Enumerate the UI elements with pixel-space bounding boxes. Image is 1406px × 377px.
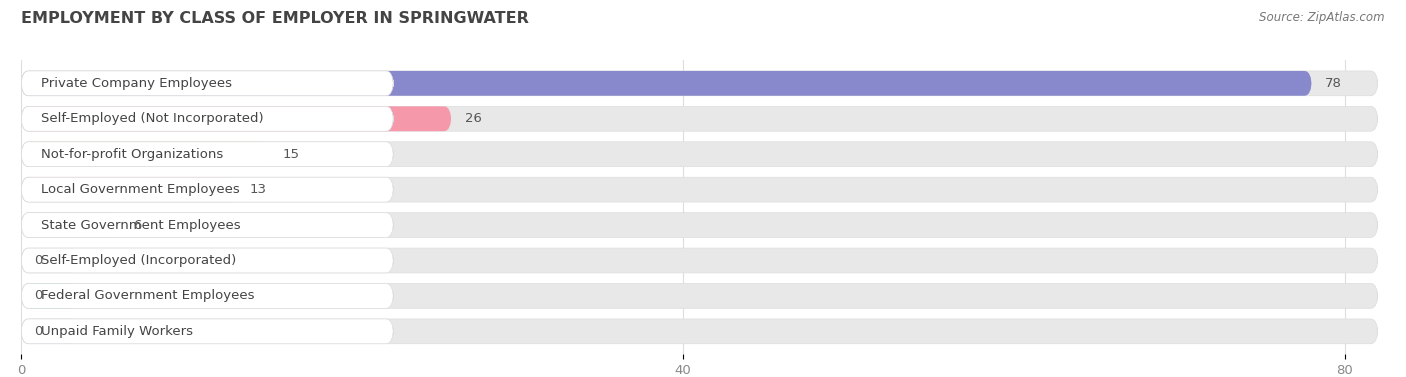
FancyBboxPatch shape — [21, 213, 394, 238]
FancyBboxPatch shape — [21, 284, 1378, 308]
Text: Unpaid Family Workers: Unpaid Family Workers — [41, 325, 193, 338]
Text: Source: ZipAtlas.com: Source: ZipAtlas.com — [1260, 11, 1385, 24]
FancyBboxPatch shape — [21, 142, 270, 167]
FancyBboxPatch shape — [21, 319, 394, 344]
FancyBboxPatch shape — [21, 248, 394, 273]
FancyBboxPatch shape — [21, 248, 79, 273]
FancyBboxPatch shape — [21, 106, 451, 131]
Text: 26: 26 — [464, 112, 481, 125]
FancyBboxPatch shape — [21, 71, 394, 96]
Text: 6: 6 — [134, 219, 142, 231]
Text: EMPLOYMENT BY CLASS OF EMPLOYER IN SPRINGWATER: EMPLOYMENT BY CLASS OF EMPLOYER IN SPRIN… — [21, 11, 529, 26]
FancyBboxPatch shape — [21, 213, 121, 238]
Text: 0: 0 — [34, 254, 42, 267]
FancyBboxPatch shape — [21, 284, 394, 308]
FancyBboxPatch shape — [21, 319, 79, 344]
Text: Not-for-profit Organizations: Not-for-profit Organizations — [41, 148, 224, 161]
FancyBboxPatch shape — [21, 319, 1378, 344]
Text: Local Government Employees: Local Government Employees — [41, 183, 239, 196]
Text: 13: 13 — [249, 183, 266, 196]
FancyBboxPatch shape — [21, 106, 394, 131]
FancyBboxPatch shape — [21, 142, 1378, 167]
Text: Private Company Employees: Private Company Employees — [41, 77, 232, 90]
Text: 0: 0 — [34, 325, 42, 338]
FancyBboxPatch shape — [21, 177, 1378, 202]
Text: 0: 0 — [34, 290, 42, 302]
FancyBboxPatch shape — [21, 284, 79, 308]
FancyBboxPatch shape — [21, 71, 1378, 96]
FancyBboxPatch shape — [21, 71, 1312, 96]
Text: State Government Employees: State Government Employees — [41, 219, 240, 231]
Text: Self-Employed (Incorporated): Self-Employed (Incorporated) — [41, 254, 236, 267]
FancyBboxPatch shape — [21, 177, 236, 202]
FancyBboxPatch shape — [21, 248, 1378, 273]
FancyBboxPatch shape — [21, 213, 1378, 238]
FancyBboxPatch shape — [21, 106, 1378, 131]
Text: 15: 15 — [283, 148, 299, 161]
Text: Federal Government Employees: Federal Government Employees — [41, 290, 254, 302]
FancyBboxPatch shape — [21, 142, 394, 167]
Text: 78: 78 — [1324, 77, 1341, 90]
Text: Self-Employed (Not Incorporated): Self-Employed (Not Incorporated) — [41, 112, 263, 125]
FancyBboxPatch shape — [21, 177, 394, 202]
